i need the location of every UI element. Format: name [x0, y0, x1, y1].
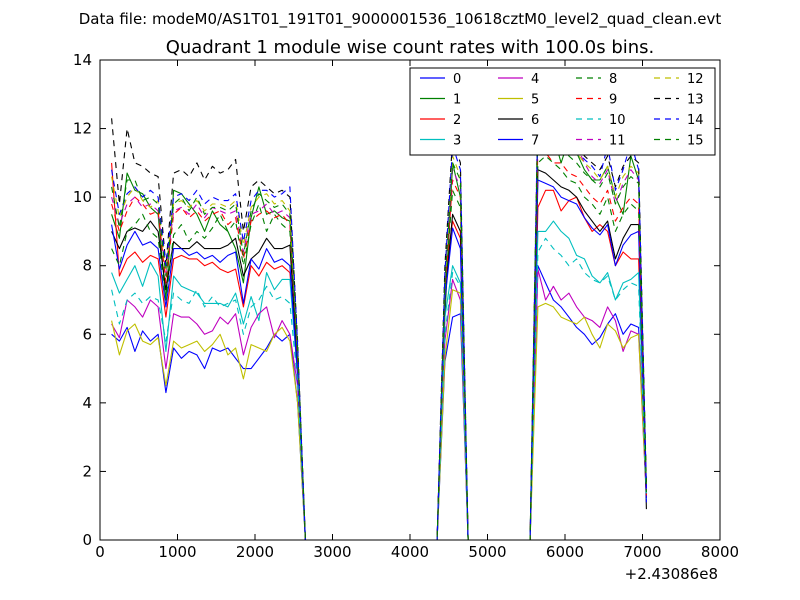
y-tick-label: 14 [73, 51, 92, 69]
series-line-0 [111, 265, 647, 540]
legend-label-9: 9 [609, 93, 617, 108]
chart-title: Quadrant 1 module wise count rates with … [166, 37, 655, 58]
chart-suptitle: Data file: modeM0/AS1T01_191T01_90000015… [79, 10, 722, 29]
series-line-14 [111, 114, 647, 540]
series-line-11 [111, 100, 647, 540]
y-tick-label: 6 [82, 325, 92, 343]
legend-label-1: 1 [453, 93, 461, 108]
series-line-2 [111, 162, 647, 540]
series-line-1 [111, 128, 647, 540]
legend-label-15: 15 [687, 134, 704, 149]
legend-label-5: 5 [531, 93, 539, 108]
legend-label-0: 0 [453, 72, 461, 87]
x-tick-label: 2000 [236, 543, 274, 561]
series-line-5 [111, 289, 647, 540]
legend-label-13: 13 [687, 93, 704, 108]
legend-label-2: 2 [453, 113, 461, 128]
legend-label-4: 4 [531, 72, 539, 87]
y-tick-label: 0 [82, 531, 92, 549]
series-layer [111, 100, 647, 540]
y-tick-label: 2 [82, 462, 92, 480]
legend-label-6: 6 [531, 113, 539, 128]
legend-label-3: 3 [453, 134, 461, 149]
series-line-6 [111, 169, 647, 540]
legend-label-14: 14 [687, 113, 704, 128]
series-line-9 [111, 145, 647, 540]
axis-layer: 0 1000 2000 3000 4000 5000 6000 7000 80000246810… [73, 51, 739, 561]
series-line-10 [111, 237, 647, 540]
x-tick-label: 3000 [313, 543, 351, 561]
legend-label-7: 7 [531, 134, 539, 149]
series-line-7 [111, 179, 647, 540]
x-tick-label: 5000 [468, 543, 506, 561]
legend-label-8: 8 [609, 72, 617, 87]
legend-label-12: 12 [687, 72, 704, 87]
y-tick-label: 12 [73, 120, 92, 138]
x-tick-label: 6000 [546, 543, 584, 561]
series-line-8 [111, 155, 647, 540]
legend-label-11: 11 [609, 134, 626, 149]
x-offset-label: +2.43086e8 [625, 565, 718, 583]
x-tick-label: 1000 [158, 543, 196, 561]
legend-label-10: 10 [609, 113, 626, 128]
y-tick-label: 8 [82, 257, 92, 275]
x-tick-label: 8000 [701, 543, 739, 561]
x-tick-label: 0 [95, 543, 105, 561]
series-line-4 [111, 268, 647, 540]
y-tick-label: 10 [73, 188, 92, 206]
x-tick-label: 7000 [623, 543, 661, 561]
series-line-3 [111, 220, 647, 540]
legend-box [409, 67, 716, 156]
x-tick-label: 4000 [391, 543, 429, 561]
y-tick-label: 4 [82, 394, 92, 412]
